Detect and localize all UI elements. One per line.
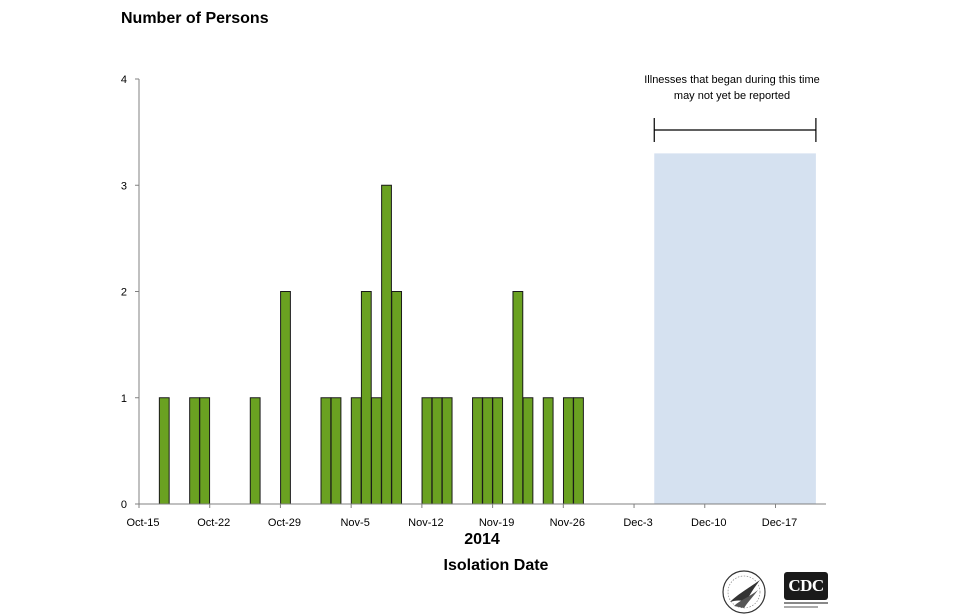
- x-tick-label: Dec-10: [691, 517, 726, 529]
- bar: [431, 397, 443, 505]
- bar: [158, 397, 170, 505]
- x-axis-title: Isolation Date: [444, 557, 549, 574]
- y-tick-label: 1: [121, 393, 127, 405]
- y-tick-label: 4: [121, 74, 127, 86]
- reporting-delay-bracket: [653, 118, 817, 142]
- cdc-logo-tagline-2: [784, 606, 818, 608]
- bar: [320, 397, 332, 505]
- cdc-logo-tagline: [784, 602, 828, 604]
- reporting-delay-label-line2: may not yet be reported: [674, 90, 790, 102]
- bar: [280, 291, 291, 505]
- bar: [562, 397, 574, 505]
- bar: [330, 397, 342, 505]
- cdc-logo: CDC: [784, 572, 828, 610]
- bar: [391, 291, 403, 505]
- x-tick-label: Oct-22: [197, 517, 230, 529]
- x-tick-label: Oct-15: [126, 517, 159, 529]
- bar: [512, 291, 524, 505]
- bar: [350, 397, 362, 505]
- x-tick-label: Dec-3: [623, 517, 652, 529]
- bar: [573, 397, 584, 505]
- hhs-seal-icon: [722, 570, 766, 614]
- bar: [441, 397, 453, 505]
- bar: [522, 397, 534, 505]
- agency-logos: CDC: [716, 566, 832, 614]
- x-tick-label: Nov-12: [408, 517, 443, 529]
- bar: [371, 397, 382, 505]
- y-tick-labels: 0 1 2 3 4: [121, 74, 139, 511]
- bars: [158, 184, 584, 505]
- x-tick-labels: Oct-15 Oct-22 Oct-29 Nov-5 Nov-12 Nov-19 Nov-2…: [126, 504, 797, 529]
- bar: [472, 397, 483, 505]
- bar: [249, 397, 261, 505]
- bar: [421, 397, 433, 505]
- y-tick-label: 3: [121, 180, 127, 192]
- x-tick-label: Nov-19: [479, 517, 514, 529]
- reporting-delay-label-line1: Illnesses that began during this time: [644, 74, 820, 86]
- bar: [189, 397, 200, 505]
- bar: [482, 397, 493, 505]
- bar: [542, 397, 554, 505]
- y-tick-label: 0: [121, 499, 127, 511]
- y-tick-label: 2: [121, 287, 127, 299]
- bar: [381, 184, 392, 505]
- x-tick-label: Oct-29: [268, 517, 301, 529]
- reporting-delay-shade: [654, 153, 816, 504]
- x-tick-label: Nov-5: [340, 517, 369, 529]
- bar: [199, 397, 211, 505]
- y-axis-title: Number of Persons: [121, 10, 269, 27]
- bar: [360, 291, 372, 505]
- year-label: 2014: [464, 531, 500, 548]
- x-tick-label: Dec-17: [762, 517, 797, 529]
- reporting-delay-region: [654, 153, 816, 504]
- bar: [492, 397, 504, 505]
- x-tick-label: Nov-26: [550, 517, 585, 529]
- cdc-logo-mark: CDC: [784, 572, 828, 600]
